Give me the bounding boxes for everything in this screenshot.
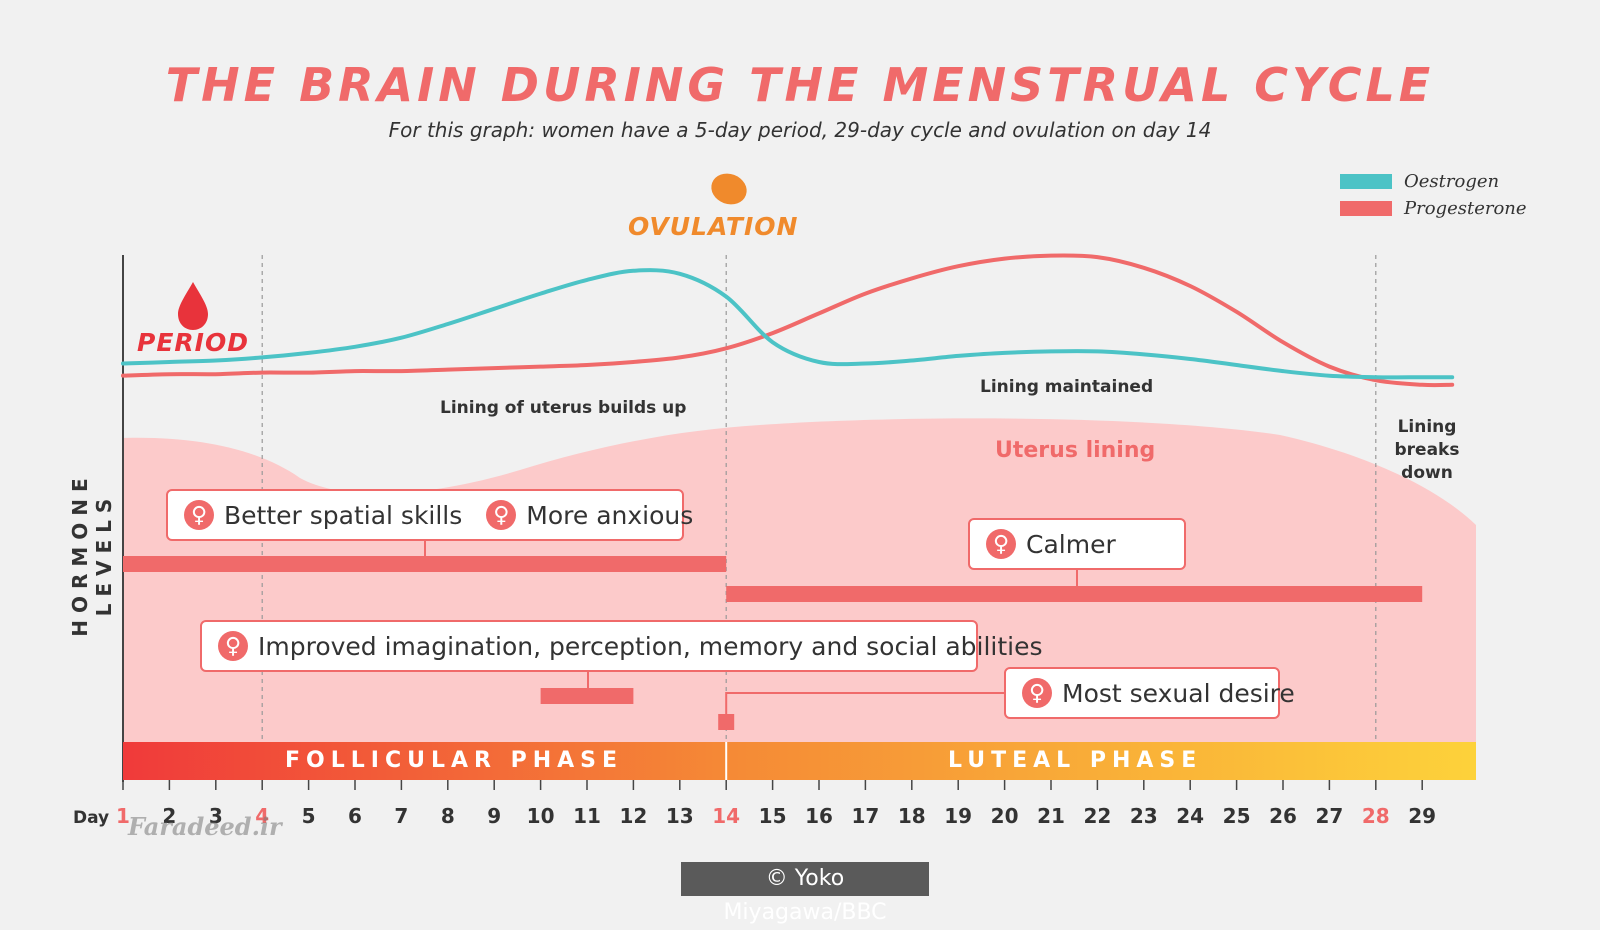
x-tick-label-19: 19 [944,804,973,828]
effect-box-imagination: ♀ Improved imagination, perception, memo… [200,620,1043,672]
effect-calmer: Calmer [1026,529,1116,559]
x-tick-label-9: 9 [487,804,502,828]
x-tick-label-16: 16 [805,804,833,828]
phase-bar [123,742,1476,780]
annotation-uterus-lining: Uterus lining [995,438,1156,463]
effect-box-calmer: ♀ Calmer [968,518,1186,570]
y-axis-label: HORMONE LEVELS [68,471,116,637]
annotation-lining-breaks: Lining breaks down [1394,417,1460,483]
x-tick-label-3: 3 [208,804,223,828]
x-tick-label-18: 18 [897,804,926,828]
effect-box-desire: ♀ Most sexual desire [1004,667,1295,719]
x-tick-label-5: 5 [301,804,316,828]
effect-desire: Most sexual desire [1062,678,1295,708]
x-tick-label-14: 14 [712,804,741,828]
legend-label-progesterone: Progesterone [1404,198,1527,219]
period-label: PERIOD [137,328,249,357]
bar-spatial-anxious [123,556,727,572]
x-axis-ticks [122,780,1423,790]
x-tick-label-23: 23 [1129,804,1158,828]
x-tick-label-24: 24 [1176,804,1205,828]
connector-desire [725,692,1004,714]
x-tick-label-1: 1 [116,804,130,828]
effect-bars [123,541,1423,730]
x-tick-label-28: 28 [1361,804,1390,828]
period-drop-icon [178,282,208,330]
ovulation-label: OVULATION [628,212,799,241]
page-subtitle: For this graph: women have a 5-day perio… [388,118,1212,142]
legend-item-progesterone: Progesterone [1340,195,1527,222]
x-tick-label-29: 29 [1408,804,1437,828]
legend-item-oestrogen: Oestrogen [1340,168,1527,195]
legend-label-oestrogen: Oestrogen [1404,171,1500,192]
effect-imagination: Improved imagination, perception, memory… [258,631,1043,661]
x-tick-label-20: 20 [990,804,1019,828]
x-tick-label-21: 21 [1037,804,1065,828]
phase-gradient-bar [123,742,1476,780]
x-tick-label-7: 7 [394,804,409,828]
x-tick-label-6: 6 [348,804,362,828]
x-tick-label-11: 11 [573,804,601,828]
female-symbol-icon: ♀ [1022,678,1052,708]
female-symbol-icon: ♀ [986,529,1016,559]
female-symbol-icon: ♀ [184,500,214,530]
x-tick-label-2: 2 [162,804,177,828]
x-tick-label-27: 27 [1315,804,1344,828]
series-progesterone [121,253,1455,388]
legend-swatch-progesterone [1340,201,1392,216]
x-tick-label-10: 10 [526,804,555,828]
x-tick-label-22: 22 [1083,804,1112,828]
legend-swatch-oestrogen [1340,174,1392,189]
x-tick-label-4: 4 [255,804,270,828]
bar-calmer [726,586,1423,602]
annotation-lining-builds: Lining of uterus builds up [440,398,687,418]
annotation-lining-maintained: Lining maintained [980,377,1154,397]
series-oestrogen [121,268,1455,380]
day-axis-label: Day [73,808,110,828]
female-symbol-icon: ♀ [218,631,248,661]
x-tick-label-12: 12 [619,804,648,828]
x-tick-label-8: 8 [440,804,455,828]
ovulation-egg-icon [711,173,747,205]
female-symbol-icon: ♀ [486,500,517,530]
x-tick-label-13: 13 [665,804,694,828]
hormone-series [121,253,1455,388]
x-tick-label-15: 15 [758,804,787,828]
follicular-phase-label: FOLLICULAR PHASE [285,748,624,773]
x-tick-label-25: 25 [1222,804,1251,828]
bar-imagination [540,688,634,704]
x-tick-label-26: 26 [1269,804,1297,828]
effect-spatial: Better spatial skills [224,500,463,530]
effect-anxious: More anxious [526,500,694,530]
cycle-markers [178,173,747,330]
legend: Oestrogen Progesterone [1340,168,1527,222]
x-tick-label-17: 17 [851,804,880,828]
image-credit: © Yoko Miyagawa/BBC [681,862,929,925]
page-title: THE BRAIN DURING THE MENSTRUAL CYCLE [165,58,1435,112]
effect-box-spatial-anxious: ♀ Better spatial skills ♀ More anxious [166,489,693,541]
luteal-phase-label: LUTEAL PHASE [948,748,1203,773]
watermark: Faradeed.ir [128,812,282,841]
bar-desire [718,714,735,730]
